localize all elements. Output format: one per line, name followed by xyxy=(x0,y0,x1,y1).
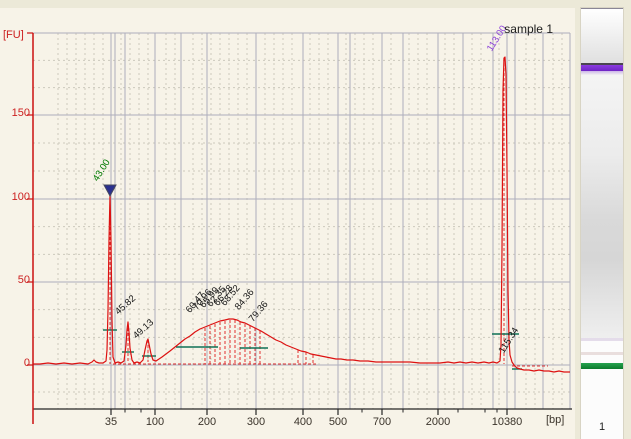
gel-upper-marker-band xyxy=(581,65,623,71)
electropherogram-plot-area[interactable]: 150 100 50 0 35 100 200 300 400 500 700 2000 10380 43… xyxy=(0,8,575,439)
gel-view-panel: 1 xyxy=(575,0,631,439)
gel-lower-marker-band xyxy=(581,363,623,369)
plot-canvas[interactable] xyxy=(0,8,575,439)
x-tick-label: 300 xyxy=(246,416,266,428)
gel-band-fade xyxy=(581,71,623,75)
gel-smear xyxy=(581,75,623,339)
y-tick-label: 100 xyxy=(11,191,30,203)
x-tick-label: 10380 xyxy=(491,416,523,428)
electropherogram-trace xyxy=(33,56,570,373)
x-tick-label: 400 xyxy=(293,416,313,428)
gel-bottom-area xyxy=(581,369,623,439)
x-tick-label: 35 xyxy=(104,416,118,428)
gel-lane-1[interactable]: 1 xyxy=(581,8,623,439)
gel-upper-marker-edge xyxy=(581,63,623,65)
x-tick-label: 500 xyxy=(328,416,348,428)
lane-number-label: 1 xyxy=(598,421,606,433)
gel-faint-band-1 xyxy=(581,338,623,341)
x-tick-label: 100 xyxy=(145,416,165,428)
sample-title: sample 1 xyxy=(504,22,553,36)
gel-faint-band-2 xyxy=(581,352,623,355)
x-tick-label: 200 xyxy=(197,416,217,428)
x-tick-label: 700 xyxy=(372,416,392,428)
y-tick-label: 150 xyxy=(11,107,30,119)
gel-top-gradient xyxy=(581,9,623,63)
y-axis-unit-label: [FU] xyxy=(3,29,24,41)
x-tick-label: 2000 xyxy=(425,416,451,428)
y-tick-label: 0 xyxy=(23,357,30,369)
lower-marker-triangle-icon xyxy=(103,184,117,198)
y-tick-label: 50 xyxy=(17,274,30,286)
x-axis-unit-label: [bp] xyxy=(546,414,565,426)
